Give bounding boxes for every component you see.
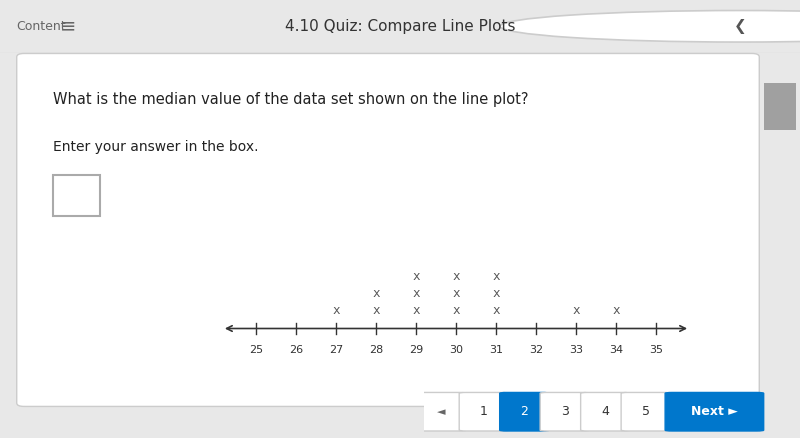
Text: x: x (372, 304, 380, 317)
Bar (53, 175, 101, 216)
Text: x: x (412, 270, 420, 283)
Text: x: x (452, 304, 460, 317)
Text: 25: 25 (249, 345, 263, 355)
Text: x: x (612, 304, 620, 317)
Circle shape (500, 11, 800, 42)
Text: Content: Content (16, 20, 66, 33)
Text: 2: 2 (520, 405, 528, 418)
Text: x: x (332, 304, 340, 317)
Text: 4.10 Quiz: Compare Line Plots: 4.10 Quiz: Compare Line Plots (285, 19, 515, 34)
Bar (764, 83, 796, 130)
Text: 4: 4 (602, 405, 610, 418)
Text: What is the median value of the data set shown on the line plot?: What is the median value of the data set… (53, 92, 529, 106)
Text: 29: 29 (409, 345, 423, 355)
Text: x: x (572, 304, 580, 317)
Text: ≡: ≡ (60, 17, 76, 36)
Text: 34: 34 (609, 345, 623, 355)
FancyBboxPatch shape (500, 392, 549, 431)
FancyBboxPatch shape (540, 392, 590, 431)
Text: x: x (492, 270, 500, 283)
Text: x: x (452, 270, 460, 283)
Text: Next ►: Next ► (691, 405, 738, 418)
FancyBboxPatch shape (665, 392, 764, 431)
Text: 33: 33 (569, 345, 583, 355)
Text: 32: 32 (529, 345, 543, 355)
Text: x: x (412, 287, 420, 300)
Text: x: x (412, 304, 420, 317)
FancyBboxPatch shape (581, 392, 630, 431)
Text: ❮: ❮ (734, 19, 746, 34)
FancyBboxPatch shape (417, 392, 466, 431)
Text: x: x (492, 287, 500, 300)
FancyBboxPatch shape (621, 392, 670, 431)
FancyBboxPatch shape (459, 392, 509, 431)
FancyBboxPatch shape (17, 53, 759, 406)
Text: Enter your answer in the box.: Enter your answer in the box. (53, 140, 258, 154)
Text: x: x (372, 287, 380, 300)
Text: 5: 5 (642, 405, 650, 418)
Text: 31: 31 (489, 345, 503, 355)
Text: x: x (452, 287, 460, 300)
Text: x: x (492, 304, 500, 317)
Text: 3: 3 (561, 405, 569, 418)
Text: 35: 35 (649, 345, 663, 355)
Text: ◄: ◄ (438, 407, 446, 417)
Text: 30: 30 (449, 345, 463, 355)
Text: 28: 28 (369, 345, 383, 355)
Text: 1: 1 (480, 405, 488, 418)
Text: 27: 27 (329, 345, 343, 355)
Text: 26: 26 (289, 345, 303, 355)
